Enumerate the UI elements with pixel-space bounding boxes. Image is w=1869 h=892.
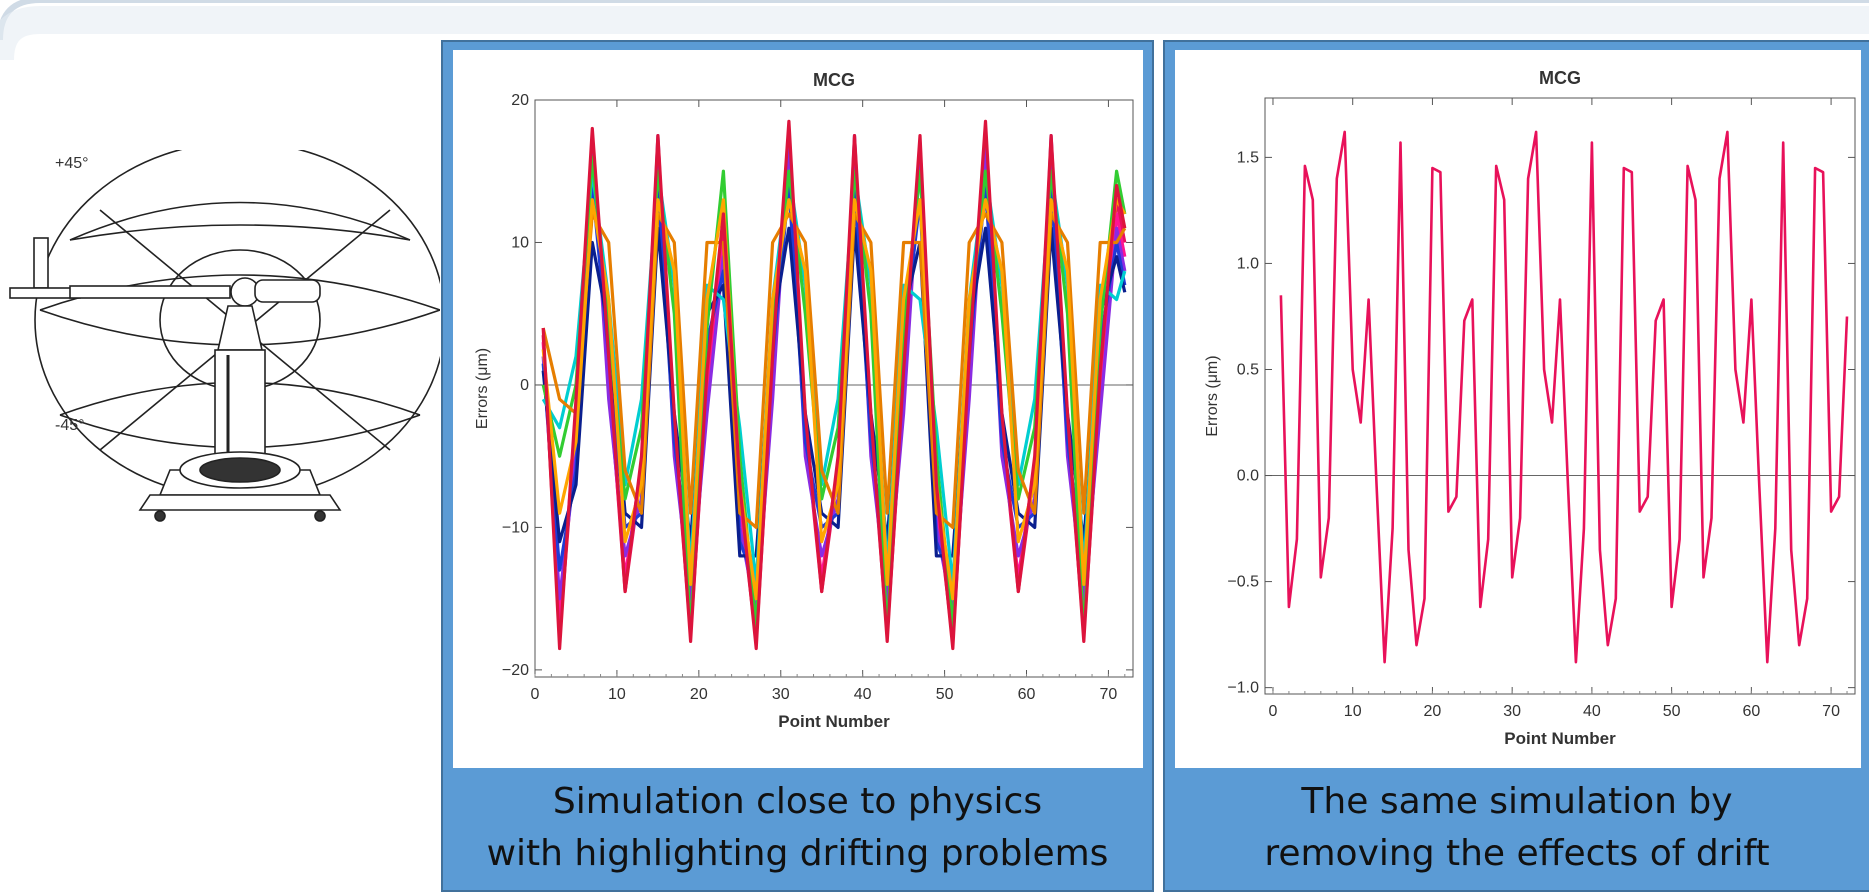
- chart1-series-line-0: [1279, 130, 1849, 664]
- chart1-x-tick-label: 10: [1344, 703, 1362, 720]
- chart0-x-tick-label: 10: [608, 686, 626, 703]
- chart0-plot-frame: [534, 99, 1134, 678]
- chart1-x-axis-label: Point Number: [1504, 729, 1616, 748]
- right-caption-line2: removing the effects of drift: [1264, 833, 1770, 874]
- upper-angle-label: +45°: [55, 155, 89, 172]
- chart0-x-tick-label: 60: [1018, 686, 1036, 703]
- chart1-y-tick-label: −1.0: [1227, 680, 1259, 697]
- chart0-x-tick-label: 40: [854, 686, 872, 703]
- right-caption: The same simulation by removing the effe…: [1165, 776, 1869, 880]
- chart1-x-tick-label: 0: [1269, 703, 1278, 720]
- chart0-x-tick-label: 0: [531, 686, 540, 703]
- chart0-y-tick-label: 0: [520, 377, 529, 394]
- chart0-y-tick-label: 10: [511, 234, 529, 251]
- chart1-x-tick-label: 50: [1663, 703, 1681, 720]
- chart1-y-tick-label: 0.0: [1237, 468, 1259, 485]
- chart1-y-tick-label: −0.5: [1227, 574, 1259, 591]
- chart1-x-tick-label: 40: [1583, 703, 1601, 720]
- left-line-chart: MCG 0 10 20 30 40 50 60 70 −20 −10 0 10 20 Point Numbe…: [474, 70, 1134, 731]
- chart0-x-tick-label: 30: [772, 686, 790, 703]
- left-plot-area: MCG 0 10 20 30 40 50 60 70 −20 −10 0 10 20 Point Numbe…: [453, 50, 1143, 768]
- right-line-chart: MCG 0 10 20 30 40 50 60 70 −1.0 −0.5 0.0 0.5 1.0 1.5 Po…: [1204, 68, 1856, 748]
- chart0-series-line-5: [541, 169, 1127, 587]
- chart0-y-tick-label: 20: [511, 92, 529, 109]
- chart1-y-tick-label: 0.5: [1237, 361, 1259, 378]
- left-caption-line2: with highlighting drifting problems: [486, 833, 1109, 874]
- chart0-x-tick-label: 20: [690, 686, 708, 703]
- lower-angle-label: -45°: [55, 417, 85, 434]
- chart1-x-tick-label: 20: [1424, 703, 1442, 720]
- chart0-y-tick-label: −10: [502, 519, 529, 536]
- chart0-x-axis-label: Point Number: [778, 712, 890, 731]
- chart0-x-tick-label: 70: [1100, 686, 1118, 703]
- chart1-x-tick-label: 60: [1742, 703, 1760, 720]
- chart0-series-line-7: [541, 212, 1127, 529]
- right-plot-area: MCG 0 10 20 30 40 50 60 70 −1.0 −0.5 0.0 0.5 1.0 1.5 Po…: [1175, 50, 1861, 768]
- chart1-x-tick-label: 30: [1503, 703, 1521, 720]
- chart0-series-line-4: [541, 226, 1127, 558]
- chart1-title: MCG: [1539, 68, 1581, 88]
- right-chart-panel: MCG 0 10 20 30 40 50 60 70 −1.0 −0.5 0.0 0.5 1.0 1.5 Po…: [1163, 40, 1869, 892]
- chart0-series-line-8: [541, 198, 1127, 601]
- chart1-y-tick-label: 1.5: [1237, 149, 1259, 166]
- chart1-y-tick-label: 1.0: [1237, 255, 1259, 272]
- right-caption-line1: The same simulation by: [1301, 781, 1733, 822]
- left-caption-line1: Simulation close to physics: [552, 781, 1043, 822]
- chart0-y-tick-label: −20: [502, 662, 529, 679]
- chart0-y-axis-label: Errors (μm): [474, 348, 491, 429]
- chart1-plot-frame: [1264, 97, 1856, 695]
- chart1-y-axis-label: Errors (μm): [1204, 355, 1221, 436]
- chart1-x-tick-label: 70: [1822, 703, 1840, 720]
- cmm-probe-illustration: +45° -45°: [0, 141, 446, 570]
- probe-sphere-drawing: +45° -45°: [9, 141, 446, 522]
- chart0-title: MCG: [813, 70, 855, 90]
- left-caption: Simulation close to physics with highlig…: [443, 776, 1152, 880]
- left-chart-panel: MCG 0 10 20 30 40 50 60 70 −20 −10 0 10 20 Point Numbe…: [441, 40, 1154, 892]
- chart0-x-tick-label: 50: [936, 686, 954, 703]
- chart0-series-line-9: [541, 119, 1127, 651]
